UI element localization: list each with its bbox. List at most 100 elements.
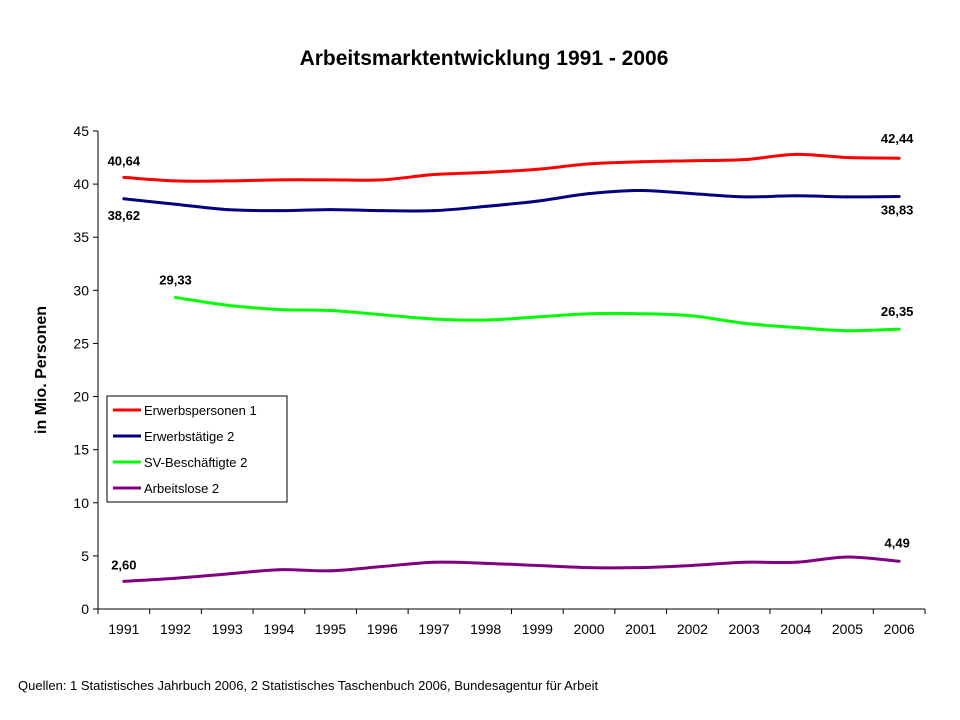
y-tick-label: 0 [81,601,89,617]
series-1-point [174,179,178,183]
data-label-start: 29,33 [159,272,192,287]
x-tick-label: 1994 [263,621,294,637]
x-tick-label: 2005 [832,621,863,637]
x-tick-label: 1992 [160,621,191,637]
x-tick-label: 1999 [522,621,553,637]
x-tick-label: 1996 [367,621,398,637]
series-1-point [432,173,436,177]
axes: 0 5 10 15 20 25 30 35 40 45 1991 1992 1993 1994 1995 19… [73,123,926,637]
series-line-1 [123,152,900,183]
data-label-end: 4,49 [885,535,910,550]
series-1-point [742,158,746,162]
series-3-point [277,307,281,311]
series-2-point [690,192,694,196]
series-4-point [329,569,333,573]
series-2-point [225,208,229,212]
series-2-point [380,209,384,213]
series-4-point [432,560,436,564]
y-tick-label: 20 [73,389,89,405]
series-2-point [277,209,281,213]
series-2-point [329,208,333,212]
series-4-point [277,568,281,572]
series-3-point [380,313,384,317]
x-tick-label: 1991 [108,621,139,637]
series-2-point [639,188,643,192]
series-3-point [484,318,488,322]
series-4-point [380,565,384,569]
series-4-point [690,563,694,567]
series-3-point [742,321,746,325]
series-2-point [587,192,591,196]
series-1-point [794,152,798,156]
x-tick-label: 2002 [677,621,708,637]
series-3-point [845,329,849,333]
y-tick-label: 45 [73,123,89,139]
series-line-4 [123,555,900,583]
chart-title: Arbeitsmarktentwicklung 1991 - 2006 [300,47,669,70]
series-2-point [742,195,746,199]
series-1-point [122,175,126,179]
series-1-point [845,156,849,160]
y-tick-label: 25 [73,335,89,351]
series-2-point [794,194,798,198]
x-tick-label: 1995 [315,621,346,637]
series-3-point [432,317,436,321]
series-1-point [380,178,384,182]
legend-label: SV-Beschäftigte 2 [144,455,247,470]
series-line-3 [175,295,900,333]
series-4-point [225,572,229,576]
series-1-point [535,167,539,171]
series-3-point [690,314,694,318]
data-label-end: 38,83 [881,203,914,218]
x-tick-label: 2003 [729,621,760,637]
series-4-point [174,576,178,580]
x-tick-label: 1997 [418,621,449,637]
series-2-point [535,199,539,203]
series-1-point [639,160,643,164]
data-labels: 40,64 42,44 38,62 38,83 29,33 26,35 2,60 4,49 [108,131,915,572]
legend-label: Erwerbstätige 2 [144,429,234,444]
series-2-point [484,204,488,208]
series-3-point [639,312,643,316]
series-3-point [535,315,539,319]
series-4-point [587,566,591,570]
series-3-point [587,312,591,316]
x-tick-label: 2006 [884,621,915,637]
y-tick-label: 35 [73,229,89,245]
data-label-end: 26,35 [881,304,914,319]
series-1-point [484,170,488,174]
series-1-point [329,178,333,182]
series-4-point [639,566,643,570]
x-tick-label: 2000 [573,621,604,637]
series-line-2 [123,188,900,213]
series-2-point [845,195,849,199]
legend: Erwerbspersonen 1 Erwerbstätige 2 SV-Besch… [106,395,288,503]
series-1-point [690,159,694,163]
series-1-point [587,162,591,166]
x-tick-label: 2001 [625,621,656,637]
series-2-point [122,197,126,201]
series-3-point [174,295,178,299]
y-tick-label: 40 [73,176,89,192]
series-2-point [174,202,178,206]
data-label-start: 2,60 [111,557,136,572]
data-label-end: 42,44 [881,131,914,146]
series-2-point [897,195,901,199]
legend-box [106,395,288,503]
series-4-point [794,560,798,564]
series-4-point [845,555,849,559]
series-4-point [122,579,126,583]
x-tick-label: 1993 [212,621,243,637]
y-tick-label: 10 [73,495,89,511]
y-tick-label: 15 [73,442,89,458]
series-layer [122,152,901,583]
y-tick-label: 30 [73,282,89,298]
series-4-point [484,561,488,565]
series-2-point [432,209,436,213]
series-3-point [225,303,229,307]
legend-label: Erwerbspersonen 1 [144,403,257,418]
x-tick-label: 1998 [470,621,501,637]
series-1-point [225,179,229,183]
series-1-point [897,156,901,160]
